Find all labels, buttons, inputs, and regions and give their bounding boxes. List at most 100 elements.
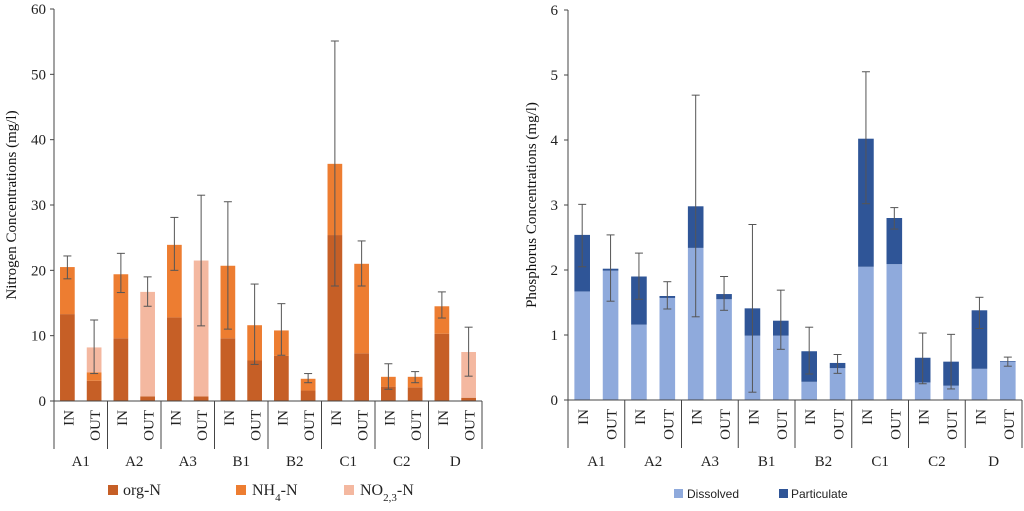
bar-dissolved-12 bbox=[886, 264, 903, 400]
x-group-label: B2 bbox=[286, 454, 304, 470]
x-group-label: B1 bbox=[232, 454, 250, 470]
x-category-label: IN bbox=[633, 409, 649, 425]
y-tick-label: 0 bbox=[551, 393, 559, 409]
bar-org-n-8 bbox=[247, 360, 262, 401]
bar-org-n-1 bbox=[60, 314, 75, 401]
x-category-label: OUT bbox=[775, 409, 791, 440]
x-category-label: OUT bbox=[1002, 409, 1018, 440]
bar-org-n-15 bbox=[434, 333, 450, 401]
legend-swatch bbox=[344, 485, 354, 495]
y-tick-label: 50 bbox=[31, 67, 46, 83]
bar-dissolved-11 bbox=[858, 266, 874, 400]
bar-dissolved-9 bbox=[801, 381, 817, 400]
x-category-label: IN bbox=[168, 410, 184, 426]
x-category-label: IN bbox=[436, 410, 452, 426]
y-tick-label: 3 bbox=[551, 198, 559, 214]
x-group-label: C2 bbox=[928, 454, 946, 470]
x-category-label: OUT bbox=[888, 409, 904, 440]
legend-swatch bbox=[236, 485, 246, 495]
bar-dissolved-3 bbox=[631, 324, 647, 400]
x-group-label: A1 bbox=[587, 454, 605, 470]
x-group-label: C2 bbox=[393, 454, 411, 470]
bar-dissolved-5 bbox=[687, 247, 704, 400]
x-category-label: IN bbox=[973, 409, 989, 425]
x-category-label: IN bbox=[275, 410, 291, 426]
x-group-label: A1 bbox=[72, 454, 90, 470]
legend-label: Particulate bbox=[791, 487, 848, 501]
x-category-label: IN bbox=[329, 410, 345, 426]
x-group-label: A2 bbox=[644, 454, 662, 470]
bar-dissolved-1 bbox=[574, 291, 590, 400]
bar-org-n-16 bbox=[461, 397, 476, 401]
x-category-label: OUT bbox=[195, 410, 211, 441]
legend-label: Dissolved bbox=[687, 487, 739, 501]
y-tick-label: 40 bbox=[31, 133, 46, 149]
x-category-label: IN bbox=[917, 409, 933, 425]
x-category-label: IN bbox=[576, 409, 592, 425]
y-axis-title: Phosphorus Concentrations (mg/l) bbox=[524, 102, 540, 308]
x-category-label: OUT bbox=[249, 410, 265, 441]
bar-dissolved-4 bbox=[659, 297, 676, 400]
x-category-label: OUT bbox=[718, 409, 734, 440]
legend-label: NH4-N bbox=[252, 482, 298, 504]
bar-org-n-2 bbox=[86, 380, 102, 401]
x-category-label: IN bbox=[115, 410, 131, 426]
x-category-label: OUT bbox=[661, 409, 677, 440]
legend-swatch bbox=[674, 489, 683, 498]
bar-org-n-9 bbox=[274, 355, 289, 401]
x-category-label: IN bbox=[382, 410, 398, 426]
x-category-label: IN bbox=[222, 410, 238, 426]
bar-dissolved-8 bbox=[773, 335, 789, 400]
y-tick-label: 0 bbox=[39, 394, 47, 410]
x-category-label: OUT bbox=[409, 410, 425, 441]
x-group-label: B2 bbox=[815, 454, 833, 470]
bar-particulate-3 bbox=[631, 276, 647, 325]
bar-org-n-11 bbox=[327, 235, 343, 401]
x-group-label: A3 bbox=[701, 454, 719, 470]
bar-nh4-n-15 bbox=[434, 306, 450, 334]
chart-1: 0 10 20 30 40 50 60 Nitrogen Concentrations (mg… bbox=[4, 2, 483, 504]
x-category-label: IN bbox=[690, 409, 706, 425]
x-category-label: OUT bbox=[463, 410, 479, 441]
bar-org-n-14 bbox=[407, 387, 423, 401]
bar-dissolved-16 bbox=[1000, 361, 1016, 400]
bar-no2-3-n-6 bbox=[193, 260, 209, 397]
x-category-label: OUT bbox=[142, 410, 158, 441]
x-category-label: OUT bbox=[945, 409, 961, 440]
x-category-label: OUT bbox=[88, 410, 104, 441]
x-category-label: OUT bbox=[302, 410, 318, 441]
bar-nh4-n-3 bbox=[113, 274, 129, 339]
y-tick-label: 2 bbox=[551, 263, 559, 279]
y-axis-title: Nitrogen Concentrations (mg/l) bbox=[4, 110, 20, 299]
legend-swatch bbox=[779, 489, 788, 498]
bar-dissolved-2 bbox=[602, 270, 619, 400]
bar-particulate-15 bbox=[971, 310, 988, 369]
bar-no2-3-n-4 bbox=[140, 291, 155, 397]
bar-dissolved-13 bbox=[914, 382, 931, 400]
bar-nh4-n-10 bbox=[300, 378, 316, 391]
x-category-label: OUT bbox=[605, 409, 621, 440]
bar-org-n-3 bbox=[113, 338, 129, 401]
legend-label: NO2,3-N bbox=[360, 482, 414, 504]
x-category-label: IN bbox=[860, 409, 876, 425]
bar-nh4-n-2 bbox=[86, 372, 102, 381]
y-tick-label: 60 bbox=[31, 2, 46, 18]
bar-nh4-n-5 bbox=[167, 244, 182, 318]
bar-dissolved-6 bbox=[716, 299, 732, 400]
y-tick-label: 10 bbox=[31, 329, 46, 345]
bar-org-n-10 bbox=[300, 390, 316, 401]
bar-dissolved-15 bbox=[971, 368, 988, 400]
y-tick-label: 6 bbox=[551, 3, 559, 19]
y-tick-label: 4 bbox=[551, 133, 559, 149]
bar-org-n-4 bbox=[140, 396, 155, 401]
bar-org-n-13 bbox=[381, 386, 396, 401]
y-tick-label: 1 bbox=[551, 328, 559, 344]
x-group-label: D bbox=[988, 454, 999, 470]
x-group-label: A3 bbox=[179, 454, 197, 470]
x-group-label: C1 bbox=[339, 454, 357, 470]
y-tick-label: 5 bbox=[551, 68, 559, 84]
legend-swatch bbox=[108, 485, 118, 495]
x-category-label: OUT bbox=[356, 410, 372, 441]
bar-org-n-5 bbox=[167, 317, 182, 401]
